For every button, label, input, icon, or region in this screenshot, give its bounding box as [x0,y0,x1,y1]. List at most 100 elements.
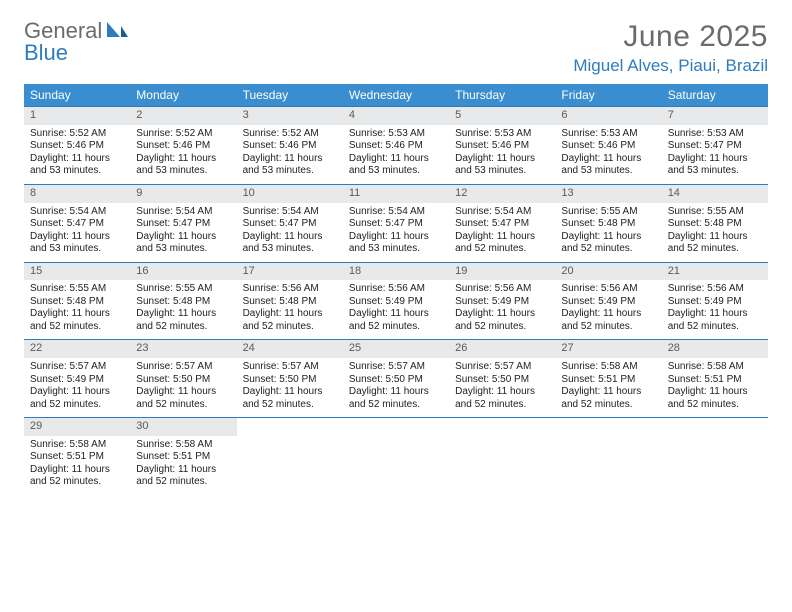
day-number: 3 [237,107,343,125]
day-number: 15 [24,263,130,281]
weekday-label: Wednesday [343,84,449,106]
day-number: 20 [555,263,661,281]
logo-text: General Blue [24,20,128,64]
calendar-day: 2Sunrise: 5:52 AMSunset: 5:46 PMDaylight… [130,107,236,184]
day-details: Sunrise: 5:56 AMSunset: 5:49 PMDaylight:… [343,280,449,339]
day-details: Sunrise: 5:57 AMSunset: 5:50 PMDaylight:… [237,358,343,417]
calendar-day: 25Sunrise: 5:57 AMSunset: 5:50 PMDayligh… [343,340,449,417]
calendar-day: 8Sunrise: 5:54 AMSunset: 5:47 PMDaylight… [24,185,130,262]
day-number: 6 [555,107,661,125]
calendar-day: 19Sunrise: 5:56 AMSunset: 5:49 PMDayligh… [449,263,555,340]
day-number: 2 [130,107,236,125]
day-number: 29 [24,418,130,436]
day-details: Sunrise: 5:52 AMSunset: 5:46 PMDaylight:… [24,125,130,184]
weekday-label: Sunday [24,84,130,106]
day-number: 22 [24,340,130,358]
calendar-day: 27Sunrise: 5:58 AMSunset: 5:51 PMDayligh… [555,340,661,417]
calendar-week: 15Sunrise: 5:55 AMSunset: 5:48 PMDayligh… [24,262,768,340]
day-details: Sunrise: 5:58 AMSunset: 5:51 PMDaylight:… [555,358,661,417]
calendar-day: 7Sunrise: 5:53 AMSunset: 5:47 PMDaylight… [662,107,768,184]
calendar-day: 3Sunrise: 5:52 AMSunset: 5:46 PMDaylight… [237,107,343,184]
calendar-day: 16Sunrise: 5:55 AMSunset: 5:48 PMDayligh… [130,263,236,340]
calendar-day: 18Sunrise: 5:56 AMSunset: 5:49 PMDayligh… [343,263,449,340]
calendar-week: 29Sunrise: 5:58 AMSunset: 5:51 PMDayligh… [24,417,768,495]
weekday-label: Friday [555,84,661,106]
calendar-day: 15Sunrise: 5:55 AMSunset: 5:48 PMDayligh… [24,263,130,340]
day-number: 1 [24,107,130,125]
weekday-label: Monday [130,84,236,106]
day-details: Sunrise: 5:57 AMSunset: 5:50 PMDaylight:… [130,358,236,417]
day-details: Sunrise: 5:58 AMSunset: 5:51 PMDaylight:… [24,436,130,495]
calendar-day-empty [343,418,449,495]
day-number: 28 [662,340,768,358]
day-number: 24 [237,340,343,358]
weekday-header: Sunday Monday Tuesday Wednesday Thursday… [24,84,768,106]
logo-text-bottom: Blue [24,40,68,65]
calendar-day: 4Sunrise: 5:53 AMSunset: 5:46 PMDaylight… [343,107,449,184]
calendar-week: 1Sunrise: 5:52 AMSunset: 5:46 PMDaylight… [24,106,768,184]
weekday-label: Thursday [449,84,555,106]
day-number: 12 [449,185,555,203]
day-details: Sunrise: 5:53 AMSunset: 5:46 PMDaylight:… [555,125,661,184]
day-details: Sunrise: 5:52 AMSunset: 5:46 PMDaylight:… [237,125,343,184]
day-details: Sunrise: 5:54 AMSunset: 5:47 PMDaylight:… [24,203,130,262]
day-details: Sunrise: 5:55 AMSunset: 5:48 PMDaylight:… [662,203,768,262]
day-number: 14 [662,185,768,203]
calendar-day: 12Sunrise: 5:54 AMSunset: 5:47 PMDayligh… [449,185,555,262]
day-number: 4 [343,107,449,125]
day-number: 23 [130,340,236,358]
day-details: Sunrise: 5:56 AMSunset: 5:49 PMDaylight:… [662,280,768,339]
day-number: 11 [343,185,449,203]
title-block: June 2025 Miguel Alves, Piaui, Brazil [573,20,768,76]
day-details: Sunrise: 5:54 AMSunset: 5:47 PMDaylight:… [449,203,555,262]
day-details: Sunrise: 5:56 AMSunset: 5:49 PMDaylight:… [449,280,555,339]
day-number: 30 [130,418,236,436]
day-details: Sunrise: 5:56 AMSunset: 5:49 PMDaylight:… [555,280,661,339]
calendar-day: 14Sunrise: 5:55 AMSunset: 5:48 PMDayligh… [662,185,768,262]
day-details: Sunrise: 5:55 AMSunset: 5:48 PMDaylight:… [555,203,661,262]
day-details: Sunrise: 5:58 AMSunset: 5:51 PMDaylight:… [662,358,768,417]
day-details: Sunrise: 5:57 AMSunset: 5:49 PMDaylight:… [24,358,130,417]
day-details: Sunrise: 5:54 AMSunset: 5:47 PMDaylight:… [343,203,449,262]
calendar-day: 17Sunrise: 5:56 AMSunset: 5:48 PMDayligh… [237,263,343,340]
calendar-day: 23Sunrise: 5:57 AMSunset: 5:50 PMDayligh… [130,340,236,417]
weekday-label: Tuesday [237,84,343,106]
calendar-day: 26Sunrise: 5:57 AMSunset: 5:50 PMDayligh… [449,340,555,417]
day-details: Sunrise: 5:56 AMSunset: 5:48 PMDaylight:… [237,280,343,339]
day-details: Sunrise: 5:53 AMSunset: 5:46 PMDaylight:… [449,125,555,184]
calendar-day: 30Sunrise: 5:58 AMSunset: 5:51 PMDayligh… [130,418,236,495]
calendar-day: 6Sunrise: 5:53 AMSunset: 5:46 PMDaylight… [555,107,661,184]
calendar-day: 13Sunrise: 5:55 AMSunset: 5:48 PMDayligh… [555,185,661,262]
day-details: Sunrise: 5:55 AMSunset: 5:48 PMDaylight:… [130,280,236,339]
day-number: 5 [449,107,555,125]
day-number: 19 [449,263,555,281]
day-details: Sunrise: 5:57 AMSunset: 5:50 PMDaylight:… [449,358,555,417]
logo: General Blue [24,20,128,64]
day-number: 17 [237,263,343,281]
day-number: 16 [130,263,236,281]
calendar-day: 1Sunrise: 5:52 AMSunset: 5:46 PMDaylight… [24,107,130,184]
calendar-day-empty [555,418,661,495]
calendar-week: 8Sunrise: 5:54 AMSunset: 5:47 PMDaylight… [24,184,768,262]
calendar-day: 9Sunrise: 5:54 AMSunset: 5:47 PMDaylight… [130,185,236,262]
calendar: Sunday Monday Tuesday Wednesday Thursday… [24,84,768,495]
calendar-day: 11Sunrise: 5:54 AMSunset: 5:47 PMDayligh… [343,185,449,262]
calendar-day-empty [662,418,768,495]
day-number: 27 [555,340,661,358]
day-details: Sunrise: 5:55 AMSunset: 5:48 PMDaylight:… [24,280,130,339]
day-number: 7 [662,107,768,125]
location-text: Miguel Alves, Piaui, Brazil [573,56,768,76]
calendar-day: 20Sunrise: 5:56 AMSunset: 5:49 PMDayligh… [555,263,661,340]
day-number: 25 [343,340,449,358]
day-details: Sunrise: 5:54 AMSunset: 5:47 PMDaylight:… [237,203,343,262]
calendar-day: 10Sunrise: 5:54 AMSunset: 5:47 PMDayligh… [237,185,343,262]
day-number: 9 [130,185,236,203]
day-number: 18 [343,263,449,281]
day-number: 8 [24,185,130,203]
day-number: 10 [237,185,343,203]
day-details: Sunrise: 5:54 AMSunset: 5:47 PMDaylight:… [130,203,236,262]
logo-sail-icon [106,20,128,42]
day-details: Sunrise: 5:53 AMSunset: 5:46 PMDaylight:… [343,125,449,184]
calendar-day: 22Sunrise: 5:57 AMSunset: 5:49 PMDayligh… [24,340,130,417]
calendar-day: 5Sunrise: 5:53 AMSunset: 5:46 PMDaylight… [449,107,555,184]
